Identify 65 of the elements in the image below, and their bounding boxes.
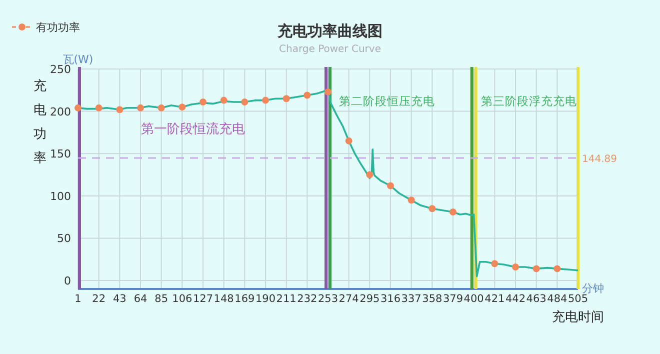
x-tick-label: 22 — [92, 293, 106, 305]
x-tick-label: 106 — [172, 293, 193, 305]
annotation: 第二阶段恒压充电 — [339, 94, 435, 108]
text: 瓦(W) — [62, 53, 94, 66]
annotation: 第一阶段恒流充电 — [141, 121, 245, 137]
point — [324, 88, 332, 96]
point — [387, 182, 394, 190]
x-tick-label: 421 — [484, 293, 505, 305]
ref-line-label: 144.89 — [582, 154, 617, 165]
point — [532, 265, 540, 272]
x-tick-label: 442 — [505, 293, 526, 305]
x-tick-label: 274 — [338, 293, 360, 305]
legend-label: 有功功率 — [36, 21, 80, 34]
y-tick-label: 250 — [50, 63, 71, 76]
point — [95, 104, 102, 112]
point — [491, 260, 498, 268]
x-tick-label: 43 — [112, 293, 126, 305]
x-tick-label: 190 — [255, 293, 276, 305]
x-tick-label: 463 — [526, 293, 546, 305]
point — [345, 137, 352, 144]
y-tick-label: 200 — [50, 105, 71, 118]
x-tick-label: 358 — [422, 293, 442, 305]
point — [304, 92, 311, 99]
point — [262, 96, 269, 104]
x-tick-label: 484 — [547, 293, 568, 305]
point — [137, 104, 144, 112]
point — [450, 208, 456, 216]
point — [366, 171, 374, 178]
y-tick-label: 0 — [64, 274, 71, 288]
point — [200, 98, 206, 106]
y-axis-title: 充电功率 — [34, 79, 46, 166]
x-axis-title: 充电时间 — [552, 310, 604, 325]
x-tick-label: 211 — [276, 293, 296, 305]
x-tick-label: 505 — [568, 293, 588, 305]
x-tick-label: 400 — [464, 293, 484, 305]
x-tick-label: 64 — [134, 293, 148, 305]
text: 分钟 — [582, 282, 604, 295]
x-tick-label: 316 — [380, 293, 401, 305]
point — [116, 106, 124, 114]
y-tick-label: 100 — [50, 190, 71, 203]
x-tick-label: 253 — [318, 293, 338, 305]
x-tick-label: 127 — [192, 293, 214, 305]
annotation: 第三阶段浮充充电 — [481, 94, 577, 108]
point — [74, 104, 82, 112]
x-tick-label: 232 — [297, 293, 318, 305]
point — [512, 264, 519, 270]
point — [282, 95, 290, 102]
x-tick-label: 148 — [214, 293, 234, 305]
point — [554, 265, 561, 272]
point — [178, 104, 186, 111]
x-tick-label: 169 — [234, 293, 255, 305]
point — [408, 196, 415, 204]
chart-subtitle: Charge Power Curve — [279, 44, 381, 55]
point — [428, 205, 436, 212]
point — [220, 96, 228, 104]
point — [158, 104, 165, 112]
y-tick-label: 50 — [57, 232, 71, 246]
x-tick-label: 379 — [442, 293, 464, 305]
x-tick-label: 85 — [154, 293, 168, 305]
chart-title: 充电功率曲线图 — [276, 22, 382, 40]
x-tick-label: 337 — [401, 293, 422, 305]
point — [241, 98, 248, 106]
x-tick-label: 295 — [360, 293, 380, 305]
x-tick-label: 1 — [74, 293, 82, 305]
y-tick-label: 150 — [50, 148, 71, 161]
